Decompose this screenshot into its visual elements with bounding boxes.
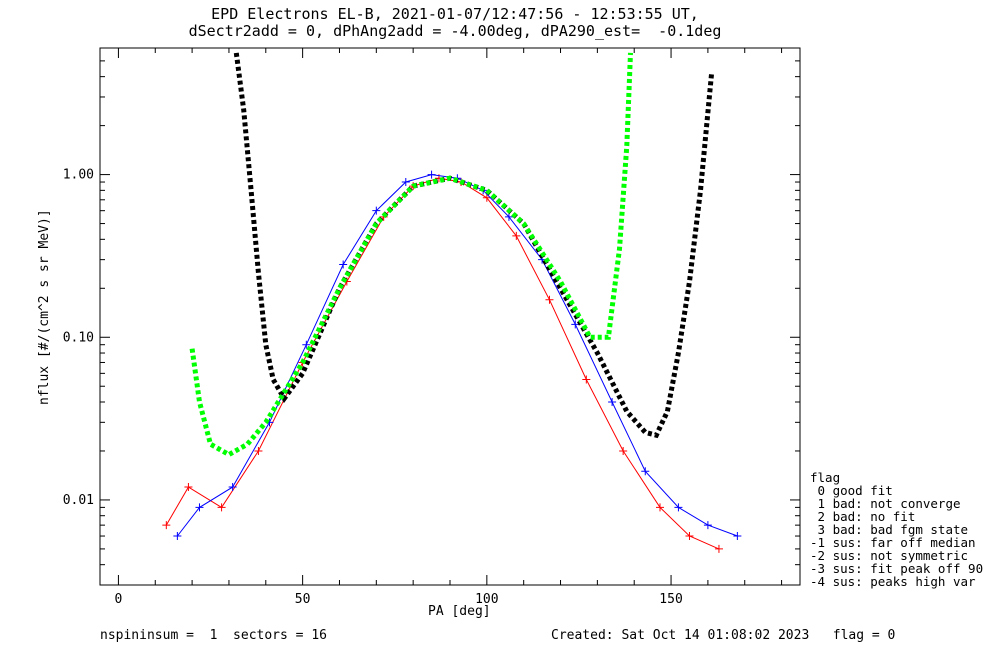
x-axis-label: PA [deg] — [428, 604, 491, 619]
legend-item: 3 bad: bad fgm state — [810, 522, 969, 537]
data-point-marker — [195, 503, 204, 512]
y-tick-label: 0.10 — [63, 330, 94, 345]
data-point-marker — [685, 532, 694, 541]
data-point-marker — [173, 532, 182, 541]
x-tick-label: 100 — [475, 592, 498, 607]
data-point-marker — [217, 503, 226, 512]
chart-title-line2: dSectr2add = 0, dPhAng2add = -4.00deg, d… — [188, 22, 722, 40]
data-series-line — [177, 174, 738, 537]
data-point-marker — [372, 206, 381, 215]
y-tick-label: 0.01 — [63, 493, 94, 508]
data-point-marker — [674, 503, 683, 512]
data-point-marker — [184, 483, 193, 492]
legend-item: -1 sus: far off median — [810, 535, 976, 550]
data-point-marker — [619, 446, 628, 455]
legend-item: -2 sus: not symmetric — [810, 548, 969, 563]
data-point-marker — [714, 544, 723, 553]
y-tick-label: 1.00 — [63, 168, 94, 183]
data-point-marker — [703, 521, 712, 530]
data-point-marker — [228, 483, 237, 492]
plot-axes: 0 50 100 150 0.01 0.10 1.00 — [63, 47, 801, 607]
data-point-marker — [545, 295, 554, 304]
data-point-marker — [302, 340, 311, 349]
legend-heading: flag — [810, 470, 841, 485]
data-point-marker — [582, 375, 591, 384]
x-tick-label: 0 — [115, 592, 123, 607]
fit-curve — [189, 52, 633, 458]
data-lines — [162, 52, 742, 553]
legend-item: 2 bad: no fit — [810, 509, 916, 524]
y-axis-label: nflux [#/(cm^2 s sr MeV)] — [37, 209, 52, 405]
data-point-marker — [401, 178, 410, 187]
legend-item: 1 bad: not converge — [810, 496, 961, 511]
data-point-marker — [733, 532, 742, 541]
footer-right: Created: Sat Oct 14 01:08:02 2023 flag =… — [551, 628, 896, 643]
data-point-marker — [608, 397, 617, 406]
data-point-marker — [571, 320, 580, 329]
data-point-marker — [427, 170, 436, 179]
data-point-marker — [504, 212, 513, 221]
data-point-marker — [641, 467, 650, 476]
legend-item: -3 sus: fit peak off 90 — [810, 561, 984, 576]
data-series-line — [165, 177, 720, 550]
legend-item: 0 good fit — [810, 483, 893, 498]
chart-title-line1: EPD Electrons EL-B, 2021-01-07/12:47:56 … — [211, 5, 699, 23]
data-point-marker — [656, 503, 664, 512]
data-point-marker — [254, 446, 263, 455]
plot-clip-group — [162, 52, 742, 553]
data-point-marker — [339, 260, 348, 269]
x-tick-label: 50 — [295, 592, 311, 607]
x-tick-label: 150 — [659, 592, 682, 607]
data-point-marker — [512, 231, 521, 240]
data-point-marker — [482, 193, 491, 202]
footer-left: nspininsum = 1 sectors = 16 — [100, 628, 327, 643]
data-point-marker — [162, 521, 171, 530]
fit-curve — [233, 52, 715, 439]
legend-item: -4 sus: peaks high var — [810, 574, 976, 589]
